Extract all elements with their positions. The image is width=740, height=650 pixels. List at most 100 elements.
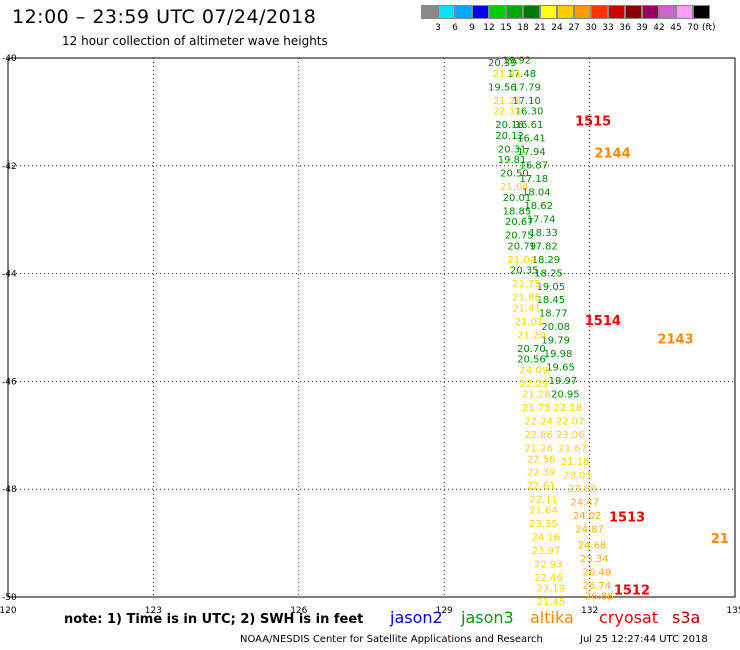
wave-height-value: 19.56 — [488, 82, 517, 93]
wave-height-value: 25.34 — [580, 554, 609, 565]
lat-tick-label: -44 — [2, 270, 17, 280]
wave-height-value: 21.45 — [537, 597, 566, 608]
wave-height-value: 20.35 — [510, 266, 539, 277]
lon-tick-label: 132 — [581, 606, 598, 616]
wave-height-value: 19.92 — [503, 55, 532, 66]
pass-time-label: 2143 — [657, 333, 693, 348]
wave-height-value: 20.70 — [517, 344, 546, 355]
lon-tick-label: 129 — [436, 606, 453, 616]
wave-height-value: 16.61 — [515, 120, 544, 131]
wave-height-value: 23.03 — [563, 470, 592, 481]
wave-height-value: 22.24 — [524, 417, 553, 428]
wave-height-value: 23.19 — [537, 584, 566, 595]
wave-height-value: 21.75 — [512, 279, 541, 290]
wave-height-value: 18.85 — [503, 206, 532, 217]
legend-level: 42 — [653, 23, 665, 33]
legend-level: 6 — [452, 23, 458, 33]
lat-tick-label: -48 — [2, 485, 17, 495]
wave-height-value: 18.45 — [537, 295, 566, 306]
wave-height-value: 22.86 — [524, 430, 553, 441]
legend-level: 15 — [500, 23, 512, 33]
legend-swatch — [540, 5, 557, 19]
wave-height-value: 17.94 — [517, 147, 546, 158]
lat-tick-label: -40 — [2, 54, 17, 64]
wave-height-value: 18.25 — [534, 268, 563, 279]
wave-height-value: 18.33 — [529, 228, 558, 239]
legend-level: 27 — [568, 23, 580, 33]
wave-height-value: 22.93 — [534, 559, 563, 570]
legend-unit: (ft) — [702, 23, 716, 33]
pass-time-label: 1513 — [609, 511, 645, 526]
legend-level: 24 — [551, 23, 563, 33]
lon-tick-label: 123 — [145, 606, 162, 616]
lon-tick-label: 126 — [290, 606, 307, 616]
legend-swatch — [574, 5, 591, 19]
wave-height-value: 18.04 — [522, 187, 551, 198]
map-frame — [7, 57, 736, 598]
wave-height-value: 20.56 — [517, 355, 546, 366]
wave-height-value: 22.07 — [556, 417, 585, 428]
wave-height-value: 24.87 — [575, 524, 604, 535]
credit-text: NOAA/NESDIS Center for Satellite Applica… — [240, 634, 543, 645]
wave-height-value: 20.12 — [495, 131, 524, 142]
satellite-cryosat: cryosat — [599, 608, 659, 627]
wave-height-value: 17.10 — [512, 96, 541, 107]
wave-height-value: 26.88 — [585, 592, 614, 603]
wave-height-value: 20.39 — [488, 58, 517, 69]
wave-height-value: 16.41 — [517, 134, 546, 145]
wave-height-value: 19.79 — [541, 336, 570, 347]
wave-height-value: 18.29 — [532, 255, 561, 266]
pass-time-label: 2144 — [594, 147, 630, 162]
legend-swatch — [455, 5, 472, 19]
wave-height-value: 17.18 — [520, 174, 549, 185]
wave-height-value: 21.04 — [507, 255, 536, 266]
wave-height-value: 19.98 — [544, 349, 573, 360]
legend-swatch — [591, 5, 608, 19]
wave-height-value: 24.02 — [573, 511, 602, 522]
wave-height-value: 23.88 — [568, 484, 597, 495]
wave-height-value: 21.86 — [512, 293, 541, 304]
wave-height-value: 24.16 — [532, 532, 561, 543]
wave-height-value: 19.97 — [549, 376, 578, 387]
page-subtitle: 12 hour collection of altimeter wave hei… — [62, 34, 328, 48]
legend-level: 36 — [619, 23, 631, 33]
wave-height-value: 24.47 — [570, 497, 599, 508]
legend-swatch — [438, 5, 455, 19]
satellite-s3a: s3a — [672, 608, 701, 627]
wave-height-value: 21.41 — [512, 303, 541, 314]
wave-height-value: 23.06 — [556, 430, 585, 441]
wave-height-value: 21.41 — [493, 69, 522, 80]
wave-height-value: 22.46 — [534, 573, 563, 584]
lat-tick-label: -50 — [2, 593, 17, 603]
wave-height-value: 21.64 — [529, 505, 558, 516]
legend-swatch — [693, 5, 710, 19]
wave-height-value: 17.48 — [507, 69, 536, 80]
legend-level: 30 — [585, 23, 597, 33]
lon-tick-label: 135 — [726, 606, 740, 616]
lat-tick-label: -46 — [2, 377, 17, 387]
wave-height-value: 16.30 — [515, 107, 544, 118]
satellite-altika: altika — [530, 608, 574, 627]
wave-height-value: 22.29 — [520, 379, 549, 390]
wave-height-value: 22.61 — [527, 481, 556, 492]
wave-height-value: 21.26 — [524, 443, 553, 454]
wave-height-value: 20.50 — [500, 169, 529, 180]
legend-swatch — [642, 5, 659, 19]
lon-tick-label: 120 — [0, 606, 17, 616]
pass-time-label: 1515 — [575, 114, 611, 129]
wave-height-value: 21.67 — [558, 443, 587, 454]
wave-height-value: 20.16 — [495, 120, 524, 131]
wave-height-value: 23.97 — [532, 546, 561, 557]
wave-height-value: 20.31 — [498, 144, 527, 155]
page-title: 12:00 – 23:59 UTC 07/24/2018 — [12, 6, 317, 28]
wave-height-value: 22.56 — [527, 454, 556, 465]
legend-level: 18 — [517, 23, 529, 33]
wave-height-value: 21.28 — [522, 390, 551, 401]
generated-timestamp: Jul 25 12:27:44 UTC 2018 — [580, 634, 708, 645]
wave-height-value: 19.65 — [546, 363, 575, 374]
wave-height-value: 20.95 — [551, 390, 580, 401]
legend-swatch — [659, 5, 676, 19]
legend-level: 39 — [636, 23, 648, 33]
wave-height-value: 21.01 — [515, 317, 544, 328]
legend-level: 33 — [602, 23, 614, 33]
